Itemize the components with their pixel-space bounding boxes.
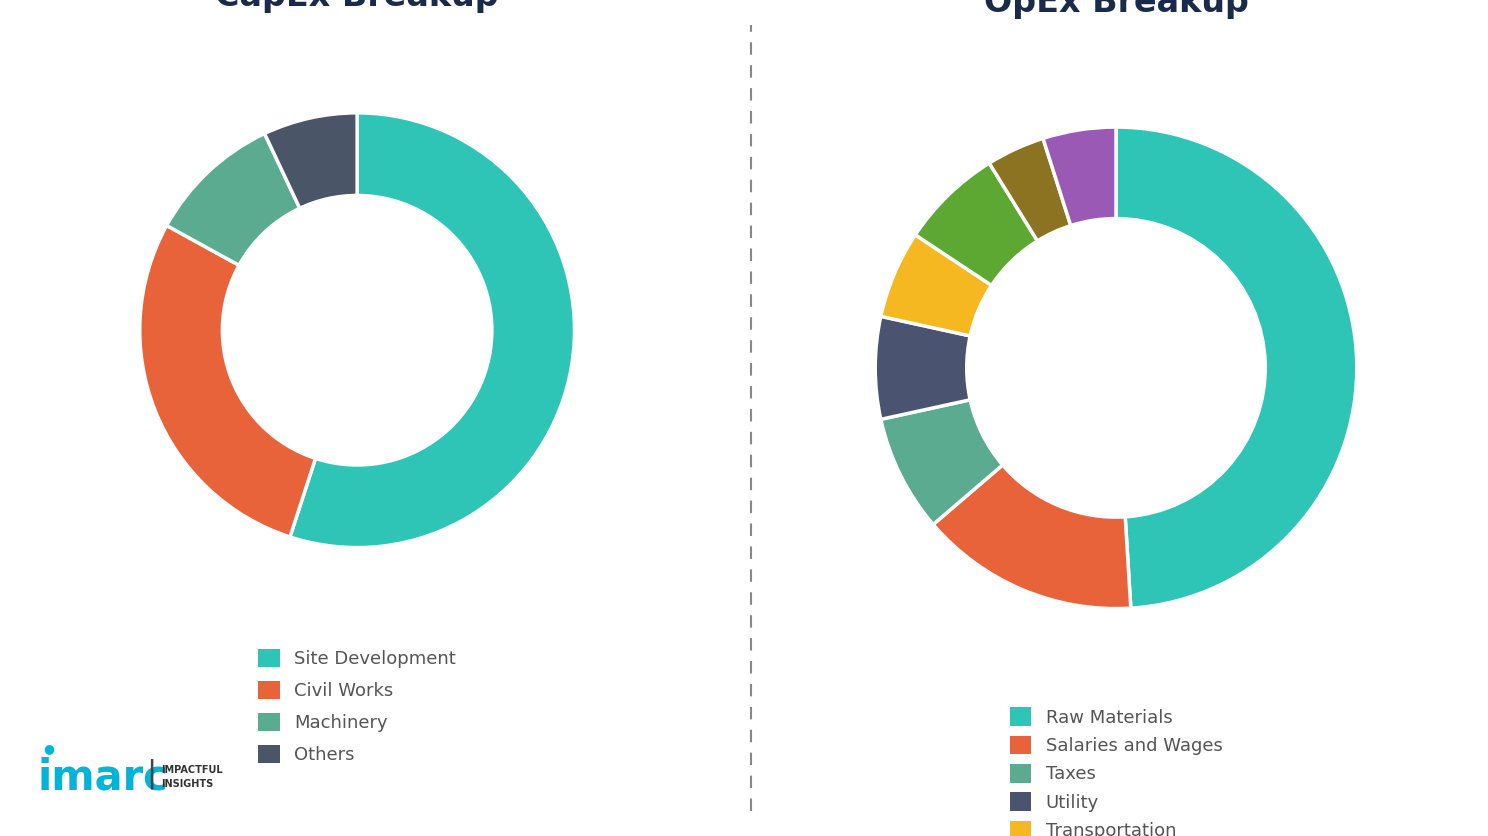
Wedge shape xyxy=(140,226,315,537)
Wedge shape xyxy=(167,134,299,265)
Wedge shape xyxy=(875,316,970,420)
Text: imarc: imarc xyxy=(37,757,168,798)
Legend: Raw Materials, Salaries and Wages, Taxes, Utility, Transportation, Overheads, De: Raw Materials, Salaries and Wages, Taxes… xyxy=(1004,702,1228,836)
Text: IMPACTFUL: IMPACTFUL xyxy=(161,765,222,775)
Wedge shape xyxy=(265,113,357,208)
Wedge shape xyxy=(915,163,1037,285)
Wedge shape xyxy=(881,235,991,336)
Legend: Site Development, Civil Works, Machinery, Others: Site Development, Civil Works, Machinery… xyxy=(253,644,461,770)
Wedge shape xyxy=(290,113,574,548)
Wedge shape xyxy=(990,139,1071,241)
Text: ●: ● xyxy=(43,742,54,755)
Wedge shape xyxy=(933,465,1131,609)
Wedge shape xyxy=(1043,127,1116,226)
Wedge shape xyxy=(881,400,1003,524)
Text: |: | xyxy=(146,758,156,788)
Title: OpEx Breakup: OpEx Breakup xyxy=(984,0,1248,18)
Wedge shape xyxy=(1116,127,1357,608)
Text: INSIGHTS: INSIGHTS xyxy=(161,779,213,789)
Title: CapEx Breakup: CapEx Breakup xyxy=(216,0,498,13)
